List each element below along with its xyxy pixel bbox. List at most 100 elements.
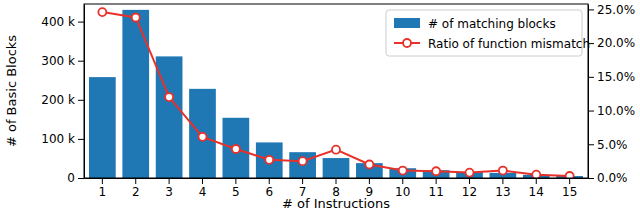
- tick-label: 15: [562, 185, 577, 199]
- tick-mark: [235, 178, 236, 184]
- marker: [499, 167, 507, 175]
- tick: 10: [395, 178, 410, 199]
- tick: 5: [232, 178, 240, 199]
- tick-mark: [78, 22, 84, 23]
- marker: [232, 145, 240, 153]
- tick-label: 5.0%: [597, 138, 628, 152]
- tick-mark: [78, 178, 84, 179]
- tick: 5.0%: [588, 138, 628, 152]
- tick-label: 15.0%: [597, 70, 635, 84]
- tick-mark: [436, 178, 437, 184]
- bar: [122, 10, 149, 178]
- tick: 400 k: [41, 15, 84, 29]
- tick-label: 200 k: [41, 93, 75, 107]
- tick-mark: [135, 178, 136, 184]
- tick-mark: [588, 77, 594, 78]
- tick: 11: [428, 178, 443, 199]
- tick-label: 0: [67, 171, 75, 185]
- tick-label: 2: [132, 185, 140, 199]
- tick: 3: [165, 178, 173, 199]
- plot-frame: [84, 4, 588, 178]
- tick: 12: [462, 178, 477, 199]
- legend-item: Ratio of function mismatch: [394, 37, 590, 51]
- x-axis-title: # of Instructions: [282, 196, 390, 211]
- tick-label: 4: [199, 185, 207, 199]
- tick-mark: [369, 178, 370, 184]
- marker: [299, 157, 307, 165]
- tick: 200 k: [41, 93, 84, 107]
- legend-label: # of matching blocks: [428, 17, 556, 31]
- legend-marker: [403, 39, 411, 47]
- tick-mark: [502, 178, 503, 184]
- marker: [532, 171, 540, 178]
- tick-label: 6: [265, 185, 273, 199]
- tick-label: 100 k: [41, 132, 75, 146]
- tick-label: 12: [462, 185, 477, 199]
- marker: [98, 8, 106, 16]
- tick-mark: [469, 178, 470, 184]
- tick-label: 0.0%: [597, 171, 628, 185]
- tick: 4: [199, 178, 207, 199]
- tick: 1: [99, 178, 107, 199]
- marker: [566, 172, 574, 178]
- tick-label: 11: [428, 185, 443, 199]
- bar: [189, 89, 216, 178]
- tick-label: 3: [165, 185, 173, 199]
- tick: 10.0%: [588, 104, 635, 118]
- tick-mark: [569, 178, 570, 184]
- marker: [332, 146, 340, 154]
- tick-mark: [202, 178, 203, 184]
- axis-line: [588, 5, 589, 179]
- tick-mark: [336, 178, 337, 184]
- chart: 1234567891011121314150100 k200 k300 k400…: [0, 0, 640, 211]
- bar-series: [89, 10, 583, 178]
- tick: 2: [132, 178, 140, 199]
- legend: # of matching blocks Ratio of function mi…: [386, 10, 590, 56]
- tick-label: 13: [495, 185, 510, 199]
- bar: [289, 152, 316, 178]
- tick-label: 25.0%: [597, 3, 635, 17]
- tick-label: 10: [395, 185, 410, 199]
- tick-label: 10.0%: [597, 104, 635, 118]
- marker: [265, 156, 273, 164]
- marker: [165, 93, 173, 101]
- tick-label: 14: [529, 185, 544, 199]
- tick-mark: [536, 178, 537, 184]
- y-axis: 0 100 k 200 k 300 k 400 k: [41, 5, 84, 186]
- marks: [89, 8, 583, 178]
- legend-item: # of matching blocks: [394, 17, 556, 31]
- tick: 14: [529, 178, 544, 199]
- tick-mark: [169, 178, 170, 184]
- tick-mark: [78, 61, 84, 62]
- marker: [132, 13, 140, 21]
- tick-mark: [78, 100, 84, 101]
- tick-mark: [588, 178, 594, 179]
- tick: 0.0%: [588, 171, 628, 185]
- tick: 25.0%: [588, 3, 635, 17]
- tick-label: 5: [232, 185, 240, 199]
- tick-mark: [78, 139, 84, 140]
- legend-label: Ratio of function mismatch: [428, 37, 590, 51]
- legend-swatch: [394, 18, 420, 28]
- tick: 300 k: [41, 54, 84, 68]
- tick-mark: [402, 178, 403, 184]
- marker: [365, 161, 373, 169]
- bar: [89, 77, 116, 178]
- tick-mark: [302, 178, 303, 184]
- tick-mark: [102, 178, 103, 184]
- tick-label: 20.0%: [597, 36, 635, 50]
- bar: [323, 158, 350, 178]
- bar: [223, 118, 250, 178]
- tick: 0: [67, 171, 84, 185]
- tick: 15: [562, 178, 577, 199]
- tick-label: 1: [99, 185, 107, 199]
- y2-axis: 0.0% 5.0% 10.0% 15.0% 20.0% 25.0%: [588, 3, 635, 186]
- tick-label: 300 k: [41, 54, 75, 68]
- tick-mark: [588, 144, 594, 145]
- y-axis-title: # of Basic Blocks: [4, 35, 19, 147]
- plot: 1234567891011121314150100 k200 k300 k400…: [41, 3, 635, 199]
- axis-line: [84, 5, 85, 179]
- tick: 15.0%: [588, 70, 635, 84]
- tick-mark: [269, 178, 270, 184]
- tick-mark: [588, 9, 594, 10]
